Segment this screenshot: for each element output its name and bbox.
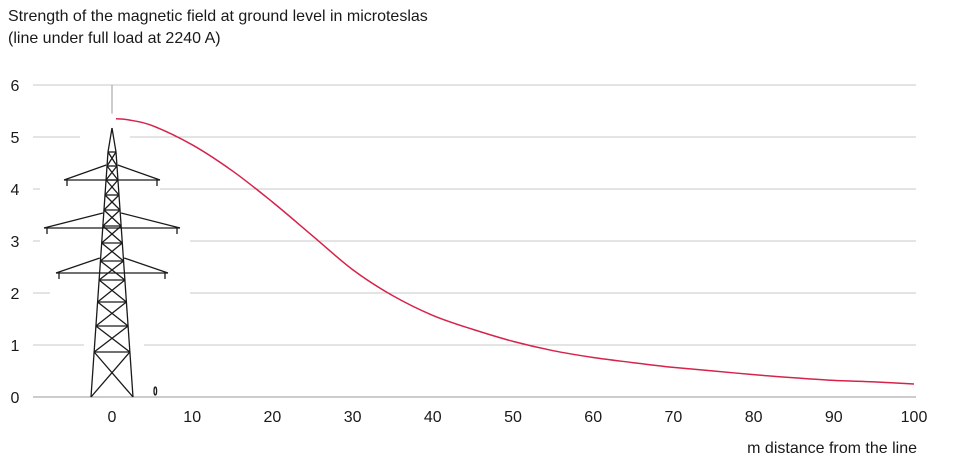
- tower-brace: [104, 179, 120, 196]
- tower-brace: [100, 242, 124, 262]
- x-tick-label: 0: [108, 409, 117, 426]
- chart-title-block: Strength of the magnetic field at ground…: [8, 6, 428, 50]
- y-tick-label: 1: [11, 338, 20, 355]
- tower-brace: [101, 225, 123, 244]
- tower-arm-brace: [63, 164, 161, 181]
- y-tick-label: 3: [11, 234, 20, 251]
- tower-brace: [102, 209, 122, 227]
- x-tick-label: 10: [183, 409, 201, 426]
- grid-mask: [40, 187, 160, 191]
- x-tick-label: 20: [264, 409, 282, 426]
- grid-mask: [50, 291, 190, 295]
- person-figure-icon: [153, 386, 158, 396]
- tower-arm-brace: [43, 212, 181, 229]
- tower-brace: [93, 325, 131, 353]
- y-tick-label: 2: [11, 286, 20, 303]
- y-tick-label: 4: [11, 182, 20, 199]
- x-tick-label: 100: [901, 409, 928, 426]
- series-layer: [115, 118, 915, 385]
- x-tick-label: 70: [665, 409, 683, 426]
- series-line: [115, 118, 915, 385]
- tower-brace: [98, 260, 126, 281]
- x-axis-label: m distance from the line: [747, 440, 917, 457]
- chart-title: Strength of the magnetic field at ground…: [8, 8, 428, 25]
- x-tick-label: 60: [584, 409, 602, 426]
- tower-brace: [90, 351, 134, 398]
- chart-subtitle: (line under full load at 2240 A): [8, 30, 221, 47]
- tower-brace: [97, 279, 127, 303]
- y-tick-label: 0: [11, 390, 20, 407]
- grid-mask: [40, 239, 190, 243]
- x-tick-label: 50: [504, 409, 522, 426]
- grid-lines: [33, 84, 916, 398]
- grid-mask: [84, 343, 144, 347]
- x-tick-label: 80: [745, 409, 763, 426]
- y-tick-label: 5: [11, 130, 20, 147]
- tower-brace: [106, 151, 118, 167]
- y-tick-label: 6: [11, 78, 20, 95]
- x-tick-label: 90: [825, 409, 843, 426]
- tower-brace: [105, 165, 119, 181]
- tower-brace: [103, 194, 121, 211]
- x-tick-label: 30: [344, 409, 362, 426]
- tower-brace: [95, 301, 129, 327]
- grid-mask: [80, 135, 130, 139]
- x-tick-label: 40: [424, 409, 442, 426]
- transmission-tower-icon: [43, 127, 181, 398]
- tower-arm-brace: [55, 257, 169, 274]
